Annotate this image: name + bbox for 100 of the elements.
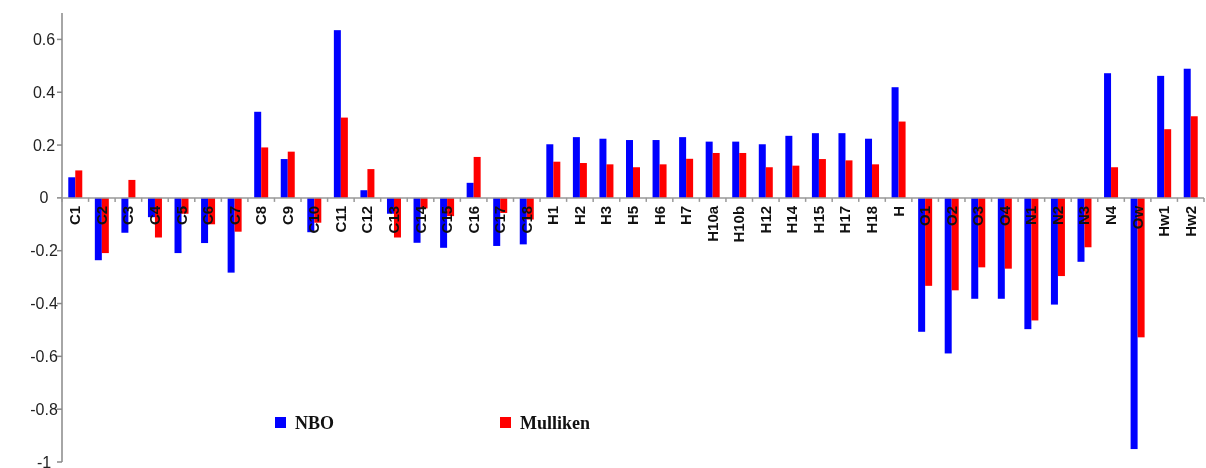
x-tick-label: C9	[278, 205, 296, 226]
x-tick-label: H14	[783, 205, 801, 234]
x-tick-label: C18	[517, 205, 535, 234]
y-tick-label: -0.8	[30, 400, 58, 418]
x-tick-label: H	[889, 205, 907, 217]
bar	[626, 140, 633, 198]
x-tick-label: C13	[384, 205, 402, 234]
bar	[652, 140, 660, 198]
bar	[287, 151, 295, 198]
x-tick-label: O3	[969, 205, 987, 226]
bar	[1164, 129, 1172, 198]
bar	[838, 133, 846, 198]
bar	[572, 137, 580, 198]
x-tick-label: H15	[809, 205, 827, 234]
x-tick-label: N4	[1102, 205, 1120, 226]
x-tick-label: C2	[92, 205, 110, 226]
x-tick-label: C14	[411, 205, 429, 234]
bar	[68, 177, 76, 198]
legend-label: NBO	[295, 413, 335, 434]
bar	[546, 144, 554, 198]
bar	[333, 30, 341, 198]
x-tick-label: N3	[1075, 205, 1093, 226]
x-tick-label: C10	[305, 205, 323, 234]
bar	[599, 138, 607, 198]
bar	[633, 167, 640, 198]
x-tick-label: C5	[172, 205, 190, 226]
bar	[758, 144, 766, 198]
x-tick-label: Ow	[1128, 205, 1146, 230]
bar	[280, 159, 288, 198]
x-tick-label: H1	[544, 205, 562, 226]
bar	[811, 133, 819, 198]
bar	[818, 159, 826, 198]
x-tick-label: H17	[836, 205, 854, 234]
x-tick-label: C1	[66, 205, 84, 226]
bar	[739, 152, 747, 198]
x-tick-label: O2	[942, 205, 960, 226]
x-tick-label: O1	[916, 205, 934, 226]
x-tick-label: Hw1	[1155, 205, 1173, 237]
bar	[679, 137, 687, 198]
x-tick-label: H3	[597, 205, 615, 226]
bar	[1111, 167, 1119, 198]
bar	[254, 111, 262, 198]
bar	[686, 158, 694, 198]
x-tick-label: H5	[624, 205, 641, 226]
bar	[872, 164, 880, 198]
y-tick-label: -0.4	[30, 295, 58, 313]
x-tick-label: C15	[438, 205, 456, 234]
y-tick-label: -1	[36, 453, 52, 468]
bar	[1190, 116, 1198, 198]
bar	[128, 179, 136, 198]
x-tick-label: C17	[491, 205, 509, 234]
bar	[1157, 75, 1165, 198]
bar	[898, 121, 906, 198]
x-tick-label: H2	[570, 205, 588, 226]
x-tick-label: H10b	[730, 205, 748, 243]
y-tick-label: 0.6	[32, 31, 56, 49]
x-tick-label: C6	[199, 205, 217, 226]
legend-label: Mulliken	[520, 413, 591, 434]
x-tick-label: N1	[1022, 205, 1040, 226]
x-tick-label: H6	[650, 205, 668, 226]
y-tick-label: 0	[39, 189, 49, 207]
bar	[606, 164, 614, 198]
bar	[1183, 68, 1191, 198]
x-tick-label: H18	[863, 205, 881, 234]
y-tick-label: 0.2	[32, 136, 56, 154]
x-tick-label: H12	[756, 205, 774, 234]
x-tick-label: O4	[995, 205, 1013, 226]
y-tick-label: 0.4	[32, 83, 56, 101]
x-tick-label: H7	[677, 205, 695, 226]
bar	[659, 164, 667, 198]
bar	[261, 147, 269, 198]
x-tick-label: C11	[331, 205, 349, 233]
bar	[340, 117, 348, 198]
bar	[473, 156, 481, 198]
x-tick-label: H10a	[703, 205, 721, 242]
x-tick-label: C8	[252, 205, 270, 226]
x-tick-label: C7	[225, 205, 243, 226]
y-tick-label: -0.2	[30, 242, 58, 260]
bar	[765, 167, 773, 198]
bar	[705, 141, 713, 198]
bar	[367, 169, 375, 198]
x-tick-label: Hw2	[1181, 205, 1199, 237]
x-tick-label: C4	[145, 205, 163, 226]
bar	[712, 152, 720, 198]
bar	[891, 87, 899, 198]
bar	[553, 161, 561, 198]
bar	[75, 170, 83, 198]
x-tick-label: N2	[1048, 205, 1066, 226]
bar	[845, 160, 853, 198]
bar	[865, 138, 873, 198]
x-tick-label: C12	[358, 205, 376, 234]
y-tick-label: -0.6	[30, 347, 58, 365]
bar	[792, 165, 800, 198]
bar	[466, 182, 474, 198]
x-tick-label: C16	[464, 205, 482, 234]
bar	[579, 163, 587, 198]
bar	[360, 190, 368, 198]
bar	[732, 141, 740, 198]
x-tick-label: C3	[119, 205, 137, 226]
bar	[1104, 73, 1112, 198]
